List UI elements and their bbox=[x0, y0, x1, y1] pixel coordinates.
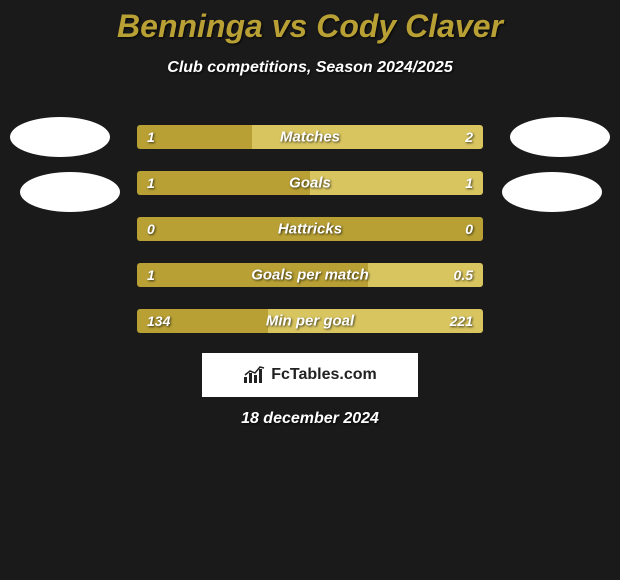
stat-label: Hattricks bbox=[137, 221, 483, 238]
stat-value-right: 221 bbox=[450, 313, 473, 329]
stat-value-right: 0 bbox=[465, 221, 473, 237]
player-right-avatar bbox=[510, 117, 610, 157]
stat-label: Goals bbox=[137, 175, 483, 192]
stat-value-right: 2 bbox=[465, 129, 473, 145]
stat-value-right: 1 bbox=[465, 175, 473, 191]
comparison-subtitle: Club competitions, Season 2024/2025 bbox=[0, 59, 620, 77]
stat-value-left: 134 bbox=[147, 313, 170, 329]
team-left-avatar bbox=[20, 172, 120, 212]
comparison-title: Benninga vs Cody Claver bbox=[0, 0, 620, 45]
stat-row: Hattricks0 0 bbox=[137, 217, 483, 241]
brand-badge: FcTables.com bbox=[202, 353, 418, 397]
stat-bars: Matches12Goals11Hattricks00Goals per mat… bbox=[137, 125, 483, 355]
stat-label: Goals per match bbox=[137, 267, 483, 284]
stat-row: Min per goal134 221 bbox=[137, 309, 483, 333]
stat-label: Min per goal bbox=[137, 313, 483, 330]
stat-value-left: 1 bbox=[147, 175, 155, 191]
stat-row: Goals per match1 0.5 bbox=[137, 263, 483, 287]
stat-row: Goals1 1 bbox=[137, 171, 483, 195]
brand-text: FcTables.com bbox=[271, 366, 377, 384]
snapshot-date: 18 december 2024 bbox=[0, 410, 620, 428]
stat-row: Matches1 2 bbox=[137, 125, 483, 149]
stat-value-left: 1 bbox=[147, 267, 155, 283]
stat-value-left: 1 bbox=[147, 129, 155, 145]
chart-icon bbox=[243, 365, 267, 385]
player-left-avatar bbox=[10, 117, 110, 157]
team-right-avatar bbox=[502, 172, 602, 212]
stat-value-right: 0.5 bbox=[454, 267, 473, 283]
stat-value-left: 0 bbox=[147, 221, 155, 237]
stat-label: Matches bbox=[137, 129, 483, 146]
